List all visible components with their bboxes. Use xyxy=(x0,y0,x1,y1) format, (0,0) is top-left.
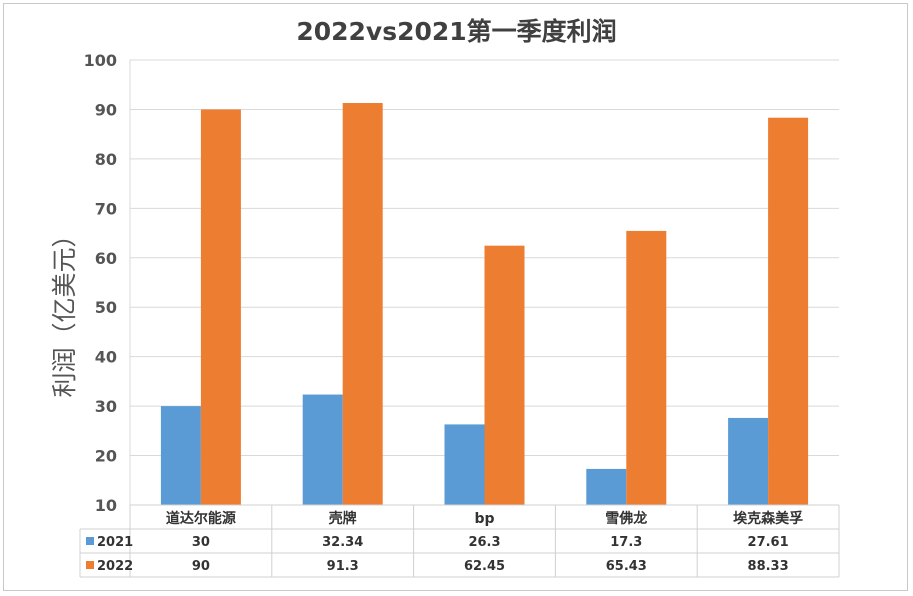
legend-swatch-2021 xyxy=(86,537,94,545)
table-cell-value: 30 xyxy=(192,535,210,550)
x-tick-label: 道达尔能源 xyxy=(166,510,236,527)
bar-2022 xyxy=(342,103,383,506)
bar-2021 xyxy=(444,424,485,505)
y-tick-label: 70 xyxy=(95,199,117,218)
table-cell-value: 90 xyxy=(192,559,210,574)
bar-2021 xyxy=(302,394,343,505)
table-cell-value: 26.3 xyxy=(468,535,500,550)
y-tick-label: 80 xyxy=(95,150,117,169)
x-tick-label: bp xyxy=(474,511,494,527)
x-tick-label: 埃克森美孚 xyxy=(733,510,803,527)
y-tick-label: 60 xyxy=(95,249,117,268)
table-cell-value: 32.34 xyxy=(322,535,363,550)
bar-2022 xyxy=(484,245,525,506)
chart-title: 2022vs2021第一季度利润 xyxy=(296,17,617,46)
bar-2022 xyxy=(768,117,809,506)
y-tick-label: 10 xyxy=(95,496,117,515)
table-cell-value: 62.45 xyxy=(464,559,505,574)
y-tick-label: 30 xyxy=(95,397,117,416)
table-cell-value: 91.3 xyxy=(327,559,359,574)
bar-2022 xyxy=(626,230,667,505)
bar-2021 xyxy=(728,417,769,505)
y-tick-label: 40 xyxy=(95,348,117,367)
x-tick-label: 壳牌 xyxy=(328,510,357,527)
table-cell-value: 17.3 xyxy=(610,535,642,550)
table-cell-value: 27.61 xyxy=(748,535,789,550)
x-tick-label: 雪佛龙 xyxy=(605,510,647,527)
y-tick-label: 50 xyxy=(95,298,117,317)
bar-2022 xyxy=(200,109,241,505)
bar-2021 xyxy=(586,468,627,505)
bar-2021 xyxy=(160,406,201,505)
legend-label: 2022 xyxy=(97,559,133,574)
y-tick-label: 100 xyxy=(84,51,117,70)
legend-swatch-2022 xyxy=(86,561,94,569)
table-cell-value: 88.33 xyxy=(748,559,789,574)
y-tick-label: 20 xyxy=(95,447,117,466)
legend-label: 2021 xyxy=(97,535,133,550)
y-tick-label: 90 xyxy=(95,100,117,119)
table-cell-value: 65.43 xyxy=(606,559,647,574)
